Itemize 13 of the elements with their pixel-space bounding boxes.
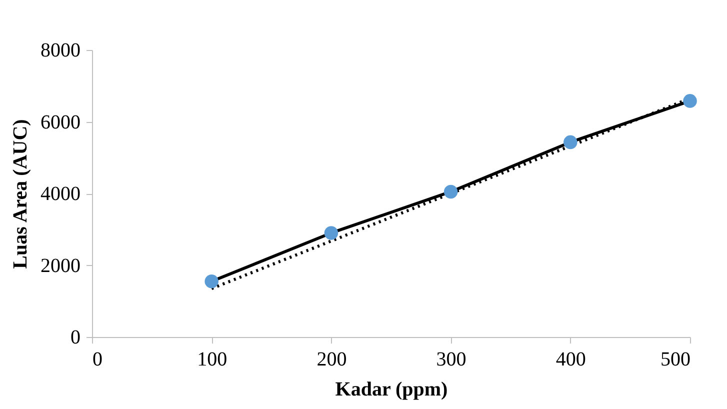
x-tick-label: 0 bbox=[92, 348, 102, 370]
y-tick-label: 6000 bbox=[40, 111, 80, 134]
x-tick-label: 100 bbox=[197, 348, 228, 370]
y-tick-label: 8000 bbox=[40, 40, 80, 62]
y-tick-label: 4000 bbox=[40, 183, 80, 205]
x-tick-label: 500 bbox=[660, 348, 690, 370]
x-tick-label: 400 bbox=[556, 348, 586, 370]
x-tick-label: 300 bbox=[436, 348, 466, 370]
y-tick-label: 0 bbox=[70, 326, 80, 348]
y-axis-title: Luas Area (AUC) bbox=[10, 119, 32, 269]
y-tick-label: 2000 bbox=[40, 254, 80, 277]
x-axis-title: Kadar (ppm) bbox=[335, 378, 448, 400]
x-tick-label: 200 bbox=[316, 348, 347, 370]
